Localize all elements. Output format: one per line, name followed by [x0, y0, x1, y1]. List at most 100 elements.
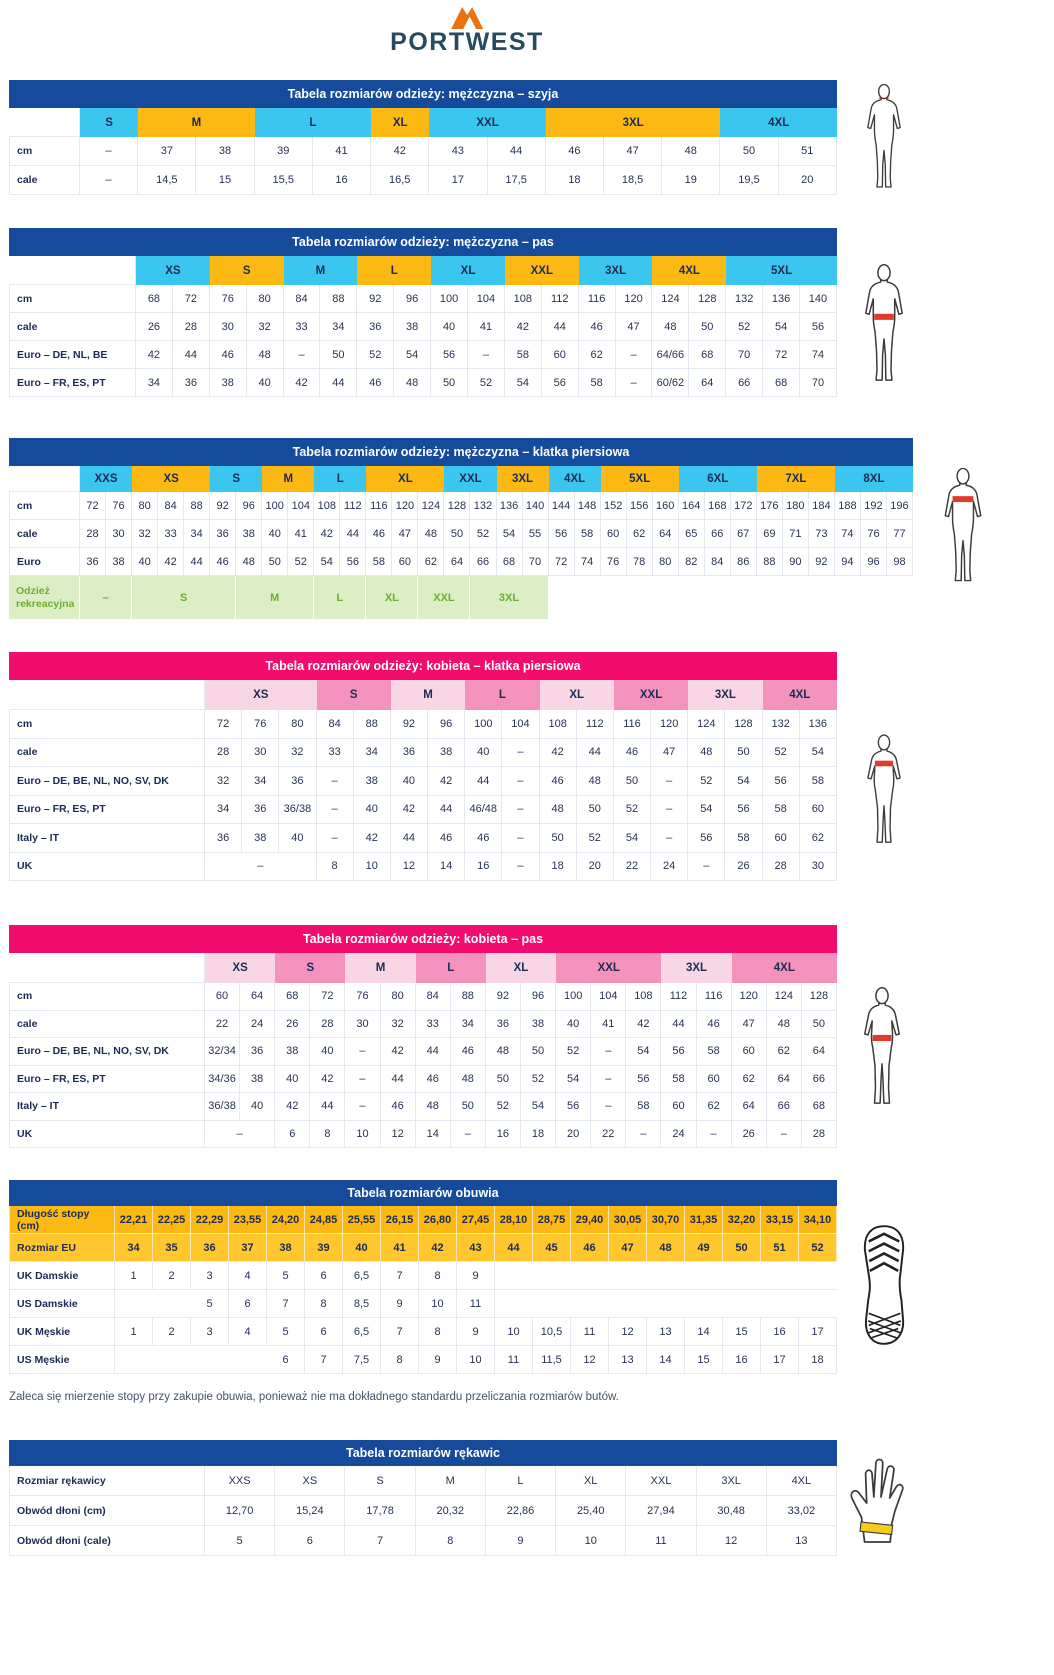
value-cell: 4: [229, 1262, 267, 1290]
value-cell: –: [450, 1120, 486, 1148]
value-cell: 17: [761, 1346, 799, 1374]
value-cell: 8: [310, 1120, 346, 1148]
value-cell: 38: [242, 824, 280, 853]
size-header-l: L: [357, 256, 432, 285]
value-cell: 76: [345, 983, 381, 1011]
portwest-logo: PORTWEST: [390, 5, 544, 55]
value-cell: [115, 1290, 191, 1318]
value-cell: 70: [726, 341, 764, 369]
value-cell: –: [651, 795, 689, 824]
value-cell: 30,70: [647, 1206, 685, 1234]
value-cell: 68: [275, 983, 311, 1011]
value-cell: 168: [704, 492, 731, 520]
value-cell: 132: [470, 492, 497, 520]
value-cell: 38: [428, 738, 466, 767]
woman-chest-figure-icon: [858, 700, 910, 882]
value-cell: 11: [571, 1318, 609, 1346]
value-cell: 33: [283, 313, 321, 341]
row-uk-m-skie: UK Męskie 1 2 3 4 5 6 6,5 7 8 9 10 10,5 11 12 13 14 15 16 1…: [9, 1318, 837, 1346]
row-euro: Euro 36 38 40 42 44 46 48 50 52 54 56 58 60 62 64 66 68 70…: [9, 548, 913, 576]
value-cell: 8: [419, 1262, 457, 1290]
value-cell: 40: [132, 548, 159, 576]
value-cell: 124: [688, 710, 726, 739]
value-cell: 3: [191, 1262, 229, 1290]
value-cell: 7,5: [343, 1346, 381, 1374]
value-cell: 47: [603, 137, 663, 166]
value-cell: 82: [678, 548, 705, 576]
value-cell: 68: [689, 341, 727, 369]
row-uk-damskie: UK Damskie 1 2 3 4 5 6 6,5 7 8 9: [9, 1262, 837, 1290]
value-cell: 38: [196, 137, 255, 166]
value-cell: 9: [381, 1290, 419, 1318]
value-cell: 51: [761, 1234, 799, 1262]
value-cell: 30: [799, 852, 837, 881]
size-header-s: S: [80, 108, 139, 137]
row-cm: cm 72 76 80 84 88 92 96 100 104 108 112 116 120 124 128…: [9, 710, 837, 739]
value-cell: 44: [495, 1234, 533, 1262]
value-cell: –: [615, 341, 653, 369]
value-cell: XL: [366, 576, 419, 619]
value-cell: 25,55: [343, 1206, 381, 1234]
value-cell: 42: [275, 1093, 311, 1121]
value-cell: 98: [886, 548, 913, 576]
row-label-us-m-skie: US Męskie: [9, 1346, 115, 1374]
value-cell: 30,05: [609, 1206, 647, 1234]
value-cell: 50: [444, 520, 471, 548]
value-cell: –: [651, 767, 689, 796]
value-cell: 88: [353, 710, 391, 739]
size-header-xs: XS: [132, 466, 211, 492]
value-cell: –: [502, 795, 540, 824]
corner-cell: [9, 256, 136, 285]
value-cell: 36: [205, 824, 243, 853]
size-header-s: S: [316, 680, 391, 710]
value-cell: 112: [661, 983, 697, 1011]
row-uk: UK –8 10 12 14 16–18 20 22 24–26 28 30: [9, 852, 837, 881]
value-cell: –: [502, 852, 540, 881]
value-cell: 92: [808, 548, 835, 576]
value-cell: 19,5: [720, 166, 779, 195]
row-d-ugo-stopy-cm: Długość stopy (cm) 22,21 22,25 22,29 23,55 24…: [9, 1206, 837, 1234]
value-cell: 76: [106, 492, 133, 520]
value-cell: 26: [731, 1120, 767, 1148]
value-cell: –: [205, 852, 317, 881]
value-cell: 48: [236, 548, 263, 576]
size-header-m: M: [283, 256, 358, 285]
value-cell: 84: [316, 710, 354, 739]
value-cell: 22,86: [485, 1496, 557, 1526]
value-cell: 30: [345, 1010, 381, 1038]
value-cell: 45: [533, 1234, 571, 1262]
value-cell: 38: [240, 1065, 276, 1093]
row-italy-it: Italy – IT 36 38 40–42 44 46 46–50 52 54–56 58 60 6…: [9, 824, 837, 853]
size-header-xl: XL: [539, 680, 614, 710]
value-cell: 68: [496, 548, 523, 576]
value-cell: 10: [556, 1526, 627, 1556]
table-title-men-chest: Tabela rozmiarów odzieży: mężczyzna – kl…: [9, 438, 913, 466]
man-chest-figure-icon: [934, 468, 992, 586]
value-cell: 69: [756, 520, 783, 548]
value-cell: [495, 1262, 837, 1290]
row-label-rozmiar-eu: Rozmiar EU: [9, 1234, 115, 1262]
value-cell: 5: [267, 1318, 305, 1346]
value-cell: 19: [662, 166, 721, 195]
value-cell: 24,85: [305, 1206, 343, 1234]
value-cell: 67: [730, 520, 757, 548]
value-cell: 46: [578, 313, 616, 341]
value-cell: 48: [647, 1234, 685, 1262]
value-cell: 104: [288, 492, 315, 520]
value-cell: 104: [502, 710, 540, 739]
value-cell: 32: [279, 738, 317, 767]
value-cell: –: [345, 1038, 381, 1066]
value-cell: –: [345, 1093, 381, 1121]
value-cell: 56: [340, 548, 367, 576]
value-cell: 42: [504, 313, 542, 341]
value-cell: 18: [520, 1120, 557, 1148]
value-cell: 24: [240, 1010, 276, 1038]
value-cell: 9: [457, 1262, 495, 1290]
value-cell: 46: [450, 1038, 486, 1066]
value-cell: –: [205, 1120, 276, 1148]
row-label-italy-it: Italy – IT: [9, 1093, 205, 1121]
value-cell: 42: [419, 1234, 457, 1262]
value-cell: 96: [520, 983, 557, 1011]
row-euro-de-nl-be: Euro – DE, NL, BE 42 44 46 48–50 52 54 56–58 60 6…: [9, 341, 837, 369]
size-header-xl: XL: [366, 466, 445, 492]
